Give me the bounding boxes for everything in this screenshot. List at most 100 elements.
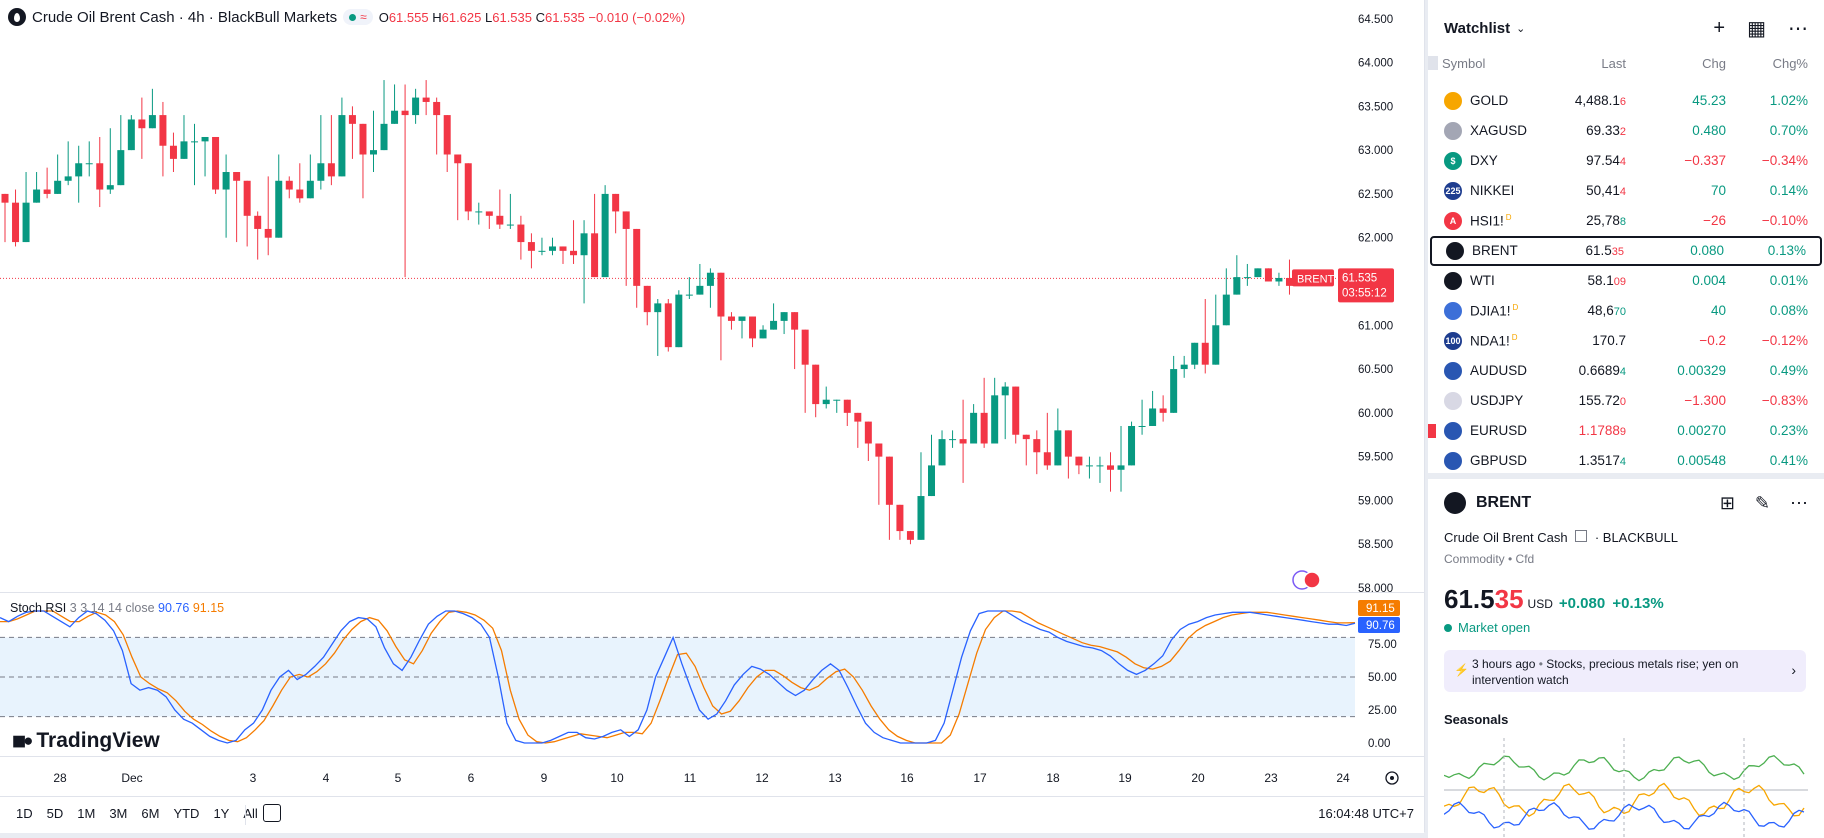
watchlist-row-gold[interactable]: GOLD 4,488.16 45.23 1.02% [1428,86,1824,116]
details-symbol[interactable]: BRENT [1476,494,1532,511]
watchlist-row-nikkei[interactable]: 225 NIKKEI 50,414 70 0.14% [1428,176,1824,206]
brent-drop-icon [1444,492,1466,514]
chevron-right-icon[interactable]: › [1791,662,1796,678]
flag-icon[interactable] [1428,424,1436,438]
clock-timezone[interactable]: 16:04:48 UTC+7 [1318,806,1414,821]
candle-body [1085,465,1093,467]
tradingview-logo[interactable]: ◼● TradingView [12,729,160,753]
time-axis-label: 4 [323,771,330,785]
range-1m-button[interactable]: 1M [77,806,96,821]
market-status-pill[interactable]: ≈ [343,9,373,25]
grid-icon[interactable]: ⊞ [1719,492,1735,513]
details-exchange[interactable]: BLACKBULL [1602,530,1678,545]
range-ytd-button[interactable]: YTD [173,806,200,821]
time-axis-label: Dec [121,771,142,785]
range-6m-button[interactable]: 6M [141,806,160,821]
watchlist-title[interactable]: Watchlist [1444,19,1511,37]
candle-body [896,504,904,532]
candle [496,189,504,229]
lightning-icon: ⚡ [1454,663,1469,677]
change: 40 [1710,303,1726,318]
more-options-icon[interactable]: ⋯ [1788,17,1808,40]
price-chart[interactable]: 64.500 64.000 63.500 63.000 62.500 62.000 61.5… [0,0,1424,593]
candle [738,316,746,339]
edit-icon[interactable]: ✎ [1754,492,1770,513]
symbol-name: GBPUSD [1470,453,1528,468]
candle-body [527,242,535,251]
range-all-button[interactable]: All [243,806,258,821]
market-status[interactable]: Market open [1444,620,1530,635]
col-symbol[interactable]: Symbol [1442,56,1486,71]
pill-glyph: ≈ [360,10,367,24]
col-chg[interactable]: Chg [1702,56,1726,71]
watchlist-row-nda1[interactable]: 100 NDA1! D 170.7 −0.2 −0.12% [1428,326,1824,356]
range-1y-button[interactable]: 1Y [213,806,230,821]
candle-body [675,294,683,348]
add-symbol-icon[interactable]: + [1713,16,1726,39]
change-pct: 0.49% [1769,363,1808,378]
candle-body [801,329,809,365]
watchlist-row-xagusd[interactable]: XAGUSD 69.332 0.480 0.70% [1428,116,1824,146]
time-axis[interactable]: 28 Dec 3 4 5 6 9 10 11 12 13 16 17 18 19 20 23 24 [0,756,1424,797]
last-price: 50,414 [1586,183,1626,198]
more-options-icon[interactable]: ⋯ [1790,492,1808,513]
price-axis-label: 61.000 [1358,320,1393,332]
candle-body [1285,277,1293,286]
candle [391,84,399,124]
chevron-down-icon[interactable]: ⌄ [1516,22,1526,35]
price-axis-label: 58.000 [1358,583,1393,592]
candle-body [43,189,51,194]
price-chart-svg[interactable]: 64.500 64.000 63.500 63.000 62.500 62.000 61.5… [0,0,1424,592]
watchlist-row-gbpusd[interactable]: GBPUSD 1.35174 0.00548 0.41% [1428,446,1824,476]
col-chg-pct[interactable]: Chg% [1772,56,1808,71]
candle-body [1033,439,1041,453]
range-5d-button[interactable]: 5D [46,806,64,821]
time-axis-label: 19 [1118,771,1132,785]
watchlist-row-brent[interactable]: BRENT 61.535 0.080 0.13% [1430,236,1822,266]
col-last[interactable]: Last [1601,56,1626,71]
candle [464,163,472,221]
watchlist-row-dxy[interactable]: $ DXY 97.544 −0.337 −0.34% [1428,146,1824,176]
stoch-rsi-name[interactable]: Stoch RSI [10,601,67,615]
candle-body [538,250,546,252]
symbol-title[interactable]: Crude Oil Brent Cash · 4h · BlackBull Ma… [32,8,338,26]
candle-body [422,97,430,102]
watchlist-row-usdjpy[interactable]: USDJPY 155.720 −1.300 −0.83% [1428,386,1824,416]
candle-body [412,97,420,116]
candle [801,329,809,413]
column-handle-icon[interactable] [1428,56,1438,70]
rsi-axis-label: 25.00 [1368,705,1397,717]
table-layout-icon[interactable]: ▦ [1747,17,1766,40]
candle [264,176,272,256]
calendar-icon[interactable] [263,804,281,822]
candle [117,115,125,186]
seasonals-chart[interactable] [1444,738,1808,838]
watchlist-row-wti[interactable]: WTI 58.109 0.004 0.01% [1428,266,1824,296]
candle-body [791,312,799,330]
candle-body [1201,342,1209,365]
candle [685,277,693,299]
stoch-rsi-pane[interactable]: 75.00 50.00 25.00 0.00 91.15 90.76 Stoch RSI … [0,593,1424,756]
candle-body [749,316,757,339]
candle [148,88,156,129]
symbol-name: GOLD [1470,93,1509,108]
candle-body [991,395,999,444]
news-card[interactable]: ⚡ 3 hours ago • Stocks, precious metals … [1444,650,1806,692]
watchlist-row-djia1[interactable]: DJIA1! D 48,670 40 0.08% [1428,296,1824,326]
panel-divider[interactable] [1428,473,1824,479]
range-1d-button[interactable]: 1D [16,806,33,821]
candle [822,386,830,409]
candle-body [254,215,262,229]
candle [43,167,51,199]
watchlist-row-eurusd[interactable]: EURUSD 1.17889 0.00270 0.23% [1428,416,1824,446]
change: −0.337 [1684,153,1726,168]
external-link-icon[interactable] [1575,530,1588,542]
watchlist-row-audusd[interactable]: AUDUSD 0.66894 0.00329 0.49% [1428,356,1824,386]
candle [106,128,114,194]
seasonals-title[interactable]: Seasonals [1444,712,1509,727]
watchlist-row-hsi1[interactable]: A HSI1! D 25,788 −26 −0.10% [1428,206,1824,236]
range-3m-button[interactable]: 3M [109,806,128,821]
candle-body [106,185,114,190]
price-axis-label: 59.500 [1358,452,1393,464]
